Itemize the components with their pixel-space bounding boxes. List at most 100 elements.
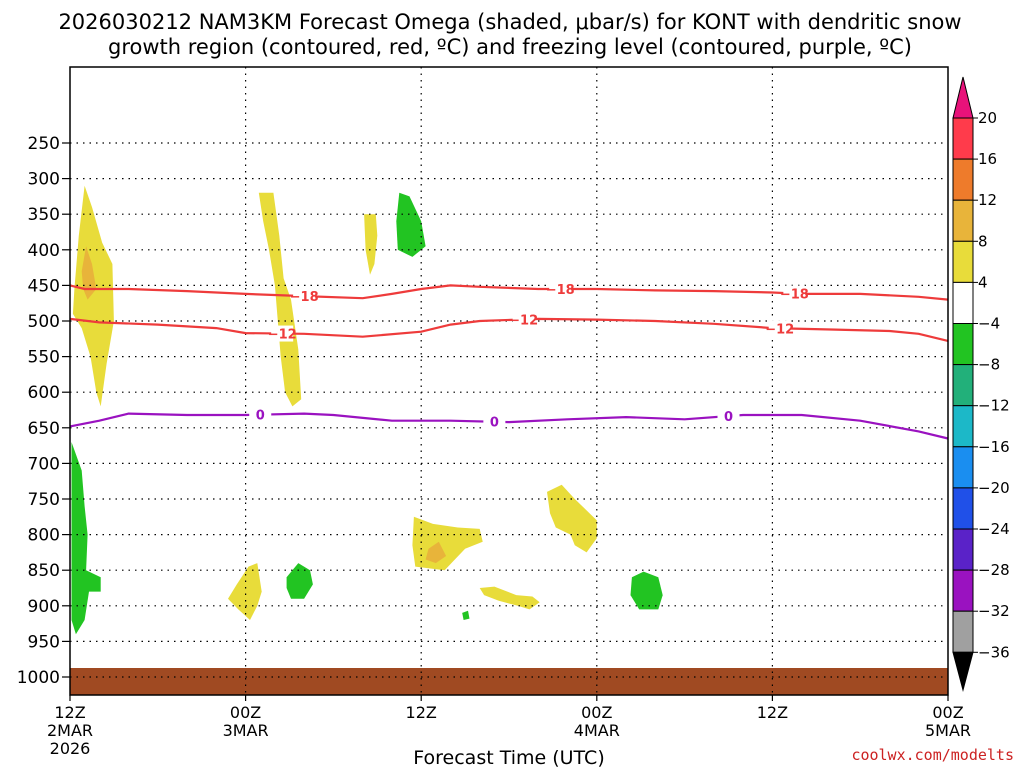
contour-label-bg--12-2 — [768, 320, 791, 337]
colorbar-label-13: −36 — [978, 643, 1010, 661]
x-tick-date-12: 3MAR — [223, 721, 269, 740]
x-tick-label-12: 00Z — [230, 703, 261, 722]
colorbar-label-10: −24 — [978, 520, 1010, 538]
contour-label--18-2: −18 — [780, 288, 809, 303]
ground-layer — [70, 668, 948, 695]
colorbar-box-11 — [952, 569, 974, 612]
colorbar-label-0: 20 — [978, 109, 997, 127]
plot-frame — [69, 66, 949, 696]
contour-label-0-0: 0 — [256, 409, 265, 424]
colorbar-top-arrow — [952, 76, 974, 119]
ground-below-surface — [70, 668, 948, 695]
omega-region-10 — [547, 484, 597, 553]
contour-label-bg--12-0 — [271, 325, 294, 342]
colorbar-box-1 — [952, 158, 974, 201]
colorbar-label-4: 4 — [978, 273, 988, 291]
y-tick-label-750: 750 — [28, 490, 60, 510]
x-tick-date-36: 4MAR — [574, 721, 620, 740]
omega-region-2 — [258, 192, 302, 407]
contour-label-bg-0-1 — [483, 413, 506, 430]
contour-label-bg-0-0 — [249, 406, 272, 423]
colorbar-label-11: −28 — [978, 561, 1010, 579]
y-tick-label-700: 700 — [28, 454, 60, 474]
chart-title-line1: 2026030212 NAM3KM Forecast Omega (shaded… — [58, 10, 961, 34]
y-tick-label-450: 450 — [28, 276, 60, 296]
y-tick-label-300: 300 — [28, 170, 60, 190]
colorbar-box-5 — [952, 323, 974, 366]
y-tick-label-950: 950 — [28, 632, 60, 652]
omega-region-5 — [71, 442, 101, 635]
omega-region-9 — [425, 541, 447, 564]
colorbar-label-2: 12 — [978, 191, 997, 209]
colorbar-label-9: −20 — [978, 479, 1010, 497]
contour-label-bg--18-0 — [293, 288, 316, 305]
omega-region-1 — [81, 246, 97, 300]
chart-title-line2: growth region (contoured, red, ºC) and f… — [108, 35, 912, 59]
colorbar-label-5: −4 — [978, 315, 1000, 333]
contour-line--12 — [69, 317, 949, 342]
contour-line-0 — [69, 412, 949, 440]
contour-label-0-1: 0 — [490, 416, 499, 431]
credit-text: coolwx.com/modelts — [851, 746, 1014, 764]
colorbar-box-9 — [952, 487, 974, 530]
contour-label--18-0: −18 — [290, 290, 319, 305]
y-tick-label-850: 850 — [28, 561, 60, 581]
colorbar-box-6 — [952, 364, 974, 407]
contour-label-bg-0-2 — [717, 408, 740, 425]
omega-region-7 — [286, 563, 313, 599]
contour-label-bg--12-1 — [512, 311, 535, 328]
omega-region-8 — [412, 516, 483, 571]
y-tick-label-900: 900 — [28, 597, 60, 617]
temperature-contours: −18 −18 −18 −12 −12 −12 0 0 0 — [69, 280, 949, 440]
colorbar-label-6: −8 — [978, 356, 1000, 374]
y-tick-label-600: 600 — [28, 383, 60, 403]
y-axis-ticks: 250 300 350 400 450 500 550 600 650 700 750 800 850 9… — [17, 134, 70, 688]
colorbar-label-3: 8 — [978, 232, 988, 250]
colorbar-label-12: −32 — [978, 602, 1010, 620]
x-tick-label-60: 00Z — [932, 703, 963, 722]
y-tick-label-550: 550 — [28, 348, 60, 368]
x-tick-label-0: 12Z — [54, 703, 85, 722]
contour-label-bg--18-1 — [549, 280, 572, 297]
y-tick-label-250: 250 — [28, 134, 60, 154]
contour-label--12-2: −12 — [765, 322, 794, 337]
contour-label--18-1: −18 — [546, 283, 575, 298]
contour-line--18 — [69, 284, 949, 301]
omega-region-13 — [462, 610, 470, 620]
x-tick-date-60: 5MAR — [925, 721, 971, 740]
colorbar-box-7 — [952, 405, 974, 448]
colorbar-label-8: −16 — [978, 438, 1010, 456]
omega-region-3 — [364, 214, 378, 275]
colorbar-bottom-arrow — [952, 651, 974, 692]
colorbar-label-7: −12 — [978, 397, 1010, 415]
colorbar-box-4 — [952, 281, 974, 324]
contour-label-bg--18-2 — [783, 285, 806, 302]
omega-region-12 — [630, 571, 663, 610]
colorbar-box-2 — [952, 199, 974, 242]
x-tick-label-48: 12Z — [757, 703, 788, 722]
contour-label--12-1: −12 — [509, 313, 538, 328]
omega-region-0 — [72, 185, 114, 407]
x-tick-date-0: 2MAR — [47, 721, 93, 740]
x-tick-label-36: 00Z — [581, 703, 612, 722]
colorbar-box-12 — [952, 610, 974, 653]
grid-lines — [70, 67, 948, 695]
omega-region-4 — [396, 192, 426, 257]
plot-border — [69, 66, 949, 696]
x-tick-label-24: 12Z — [406, 703, 437, 722]
colorbar-box-10 — [952, 528, 974, 571]
colorbar-box-3 — [952, 240, 974, 283]
x-axis-label: Forecast Time (UTC) — [413, 747, 604, 768]
y-tick-label-650: 650 — [28, 419, 60, 439]
omega-shading — [71, 185, 663, 635]
y-tick-label-800: 800 — [28, 526, 60, 546]
colorbar: 20 16 12 8 4 −4 −8 −12 −16 −20 −24 −28 −32 −36 — [952, 76, 1010, 692]
x-tick-year-0: 2026 — [50, 739, 91, 758]
contour-label--12-0: −12 — [268, 328, 297, 343]
omega-region-6 — [228, 563, 262, 620]
y-tick-label-350: 350 — [28, 205, 60, 225]
colorbar-box-8 — [952, 446, 974, 489]
omega-region-11 — [479, 586, 540, 610]
